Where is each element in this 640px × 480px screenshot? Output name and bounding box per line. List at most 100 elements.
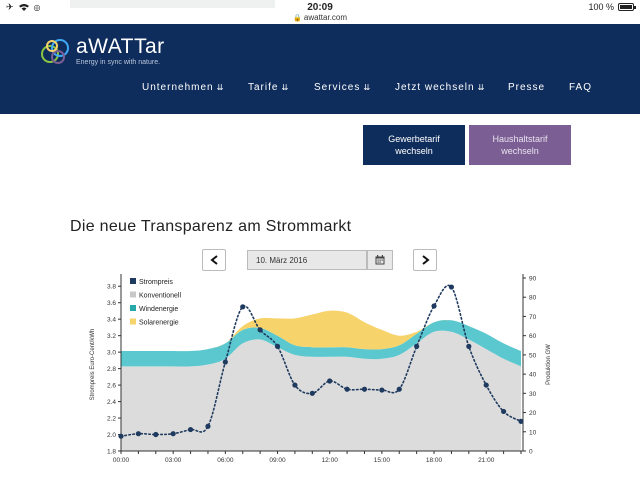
strompreis-point [327, 378, 333, 384]
strompreis-point [501, 408, 507, 415]
status-left: ✈ ◎ [6, 2, 41, 13]
nav-item-tarife[interactable]: Tarife ⇊ [248, 82, 290, 93]
y2-tick-label: 50 [529, 352, 537, 359]
y2-tick-label: 60 [529, 333, 537, 340]
next-day-button[interactable] [413, 249, 437, 271]
y-tick-label: 3.6 [107, 300, 116, 307]
y-tick-label: 2.0 [107, 432, 116, 439]
x-tick-label: 21:00 [478, 457, 495, 464]
lock-icon: 🔒 [292, 15, 302, 22]
strompreis-point [153, 431, 159, 438]
strompreis-point [274, 343, 281, 349]
y2-tick-label: 70 [529, 314, 537, 321]
nav-item-faq[interactable]: FAQ [569, 82, 593, 93]
nav-item-jetzt-wechseln[interactable]: Jetzt wechseln ⇊ [395, 82, 486, 93]
strompreis-point [118, 433, 124, 439]
battery-icon [618, 3, 636, 11]
brand-tagline: Energy in sync with nature. [76, 59, 161, 66]
strompreis-point [518, 418, 524, 424]
legend-swatch [130, 278, 136, 284]
double-chevron-down-icon: ⇊ [477, 83, 486, 92]
y2-axis-title: Produktion GW [546, 344, 552, 385]
strompreis-point [361, 386, 368, 392]
y-tick-label: 3.8 [107, 284, 116, 291]
y-tick-label: 3.4 [107, 317, 116, 324]
y2-tick-label: 10 [529, 429, 537, 436]
faint-banner [70, 0, 275, 8]
logo[interactable]: aWATTar Energy in sync with nature. [40, 36, 165, 66]
y2-tick-label: 30 [529, 391, 537, 398]
x-tick-label: 18:00 [426, 457, 443, 464]
calendar-button[interactable] [367, 250, 393, 270]
strompreis-point [466, 343, 472, 349]
windenergie-area [121, 319, 521, 367]
battery-percent: 100 % [588, 2, 614, 12]
legend-swatch [130, 291, 136, 298]
y2-tick-label: 0 [529, 449, 533, 456]
y-tick-label: 2.4 [107, 399, 116, 406]
konventionell-area [121, 330, 521, 451]
haushaltstarif-button[interactable]: Haushaltstarif wechseln [469, 125, 571, 165]
status-right: 100 % [588, 2, 636, 12]
airplane-icon: ✈ [6, 2, 14, 12]
x-tick-label: 09:00 [269, 457, 286, 464]
y2-tick-label: 80 [529, 295, 537, 302]
nav-item-unternehmen[interactable]: Unternehmen ⇊ [142, 82, 225, 93]
strompreis-point [292, 382, 298, 388]
status-bar: ✈ ◎ 20:09 🔒 awattar.com 100 % [0, 0, 640, 24]
x-tick-label: 15:00 [374, 457, 391, 464]
y-tick-label: 2.6 [107, 383, 116, 390]
x-tick-label: 00:00 [113, 457, 130, 464]
nav-item-presse[interactable]: Presse [508, 82, 546, 93]
main-nav: Unternehmen ⇊ Tarife ⇊ Services ⇊ Jetzt wec… [0, 82, 640, 98]
y2-tick-label: 40 [529, 372, 537, 379]
energy-price-chart: 1.8 2.0 2.2 2.4 2.6 2.8 3.0 3.2 3.4 3.6 3.8 0 10 20 30… [90, 274, 552, 464]
strompreis-point [414, 343, 420, 349]
y-tick-label: 1.8 [107, 449, 116, 456]
x-tick-label: 06:00 [217, 457, 234, 464]
strompreis-point [135, 431, 141, 437]
legend-label: Windenergie [139, 306, 178, 313]
date-input[interactable]: 10. März 2016 [247, 250, 367, 270]
legend-swatch [130, 305, 136, 311]
double-chevron-down-icon: ⇊ [363, 83, 372, 92]
brand-name: aWATTar [76, 35, 165, 58]
strompreis-point [448, 284, 455, 290]
legend-label: Konventionell [139, 293, 181, 300]
prev-day-button[interactable] [202, 249, 226, 271]
address-bar[interactable]: 🔒 awattar.com [0, 13, 640, 22]
chevron-left-icon [209, 255, 218, 265]
double-chevron-down-icon: ⇊ [281, 83, 290, 92]
gewerbetarif-button[interactable]: Gewerbetarif wechseln [363, 125, 465, 165]
y2-tick-label: 90 [529, 276, 537, 283]
y-tick-label: 3.0 [107, 350, 116, 357]
status-time: 20:09 [307, 2, 333, 13]
logo-rings-icon [41, 39, 69, 64]
strompreis-point [205, 423, 211, 429]
x-tick-label: 03:00 [165, 457, 182, 464]
double-chevron-down-icon: ⇊ [216, 83, 225, 92]
url-text[interactable]: awattar.com [303, 13, 348, 22]
x-tick-label: 12:00 [322, 457, 339, 464]
y-axis-title: Strompreis Euro-Cent/kWh [90, 329, 96, 401]
strompreis-point [483, 382, 489, 388]
site-header: aWATTar Energy in sync with nature. Unte… [0, 24, 640, 114]
strompreis-point [379, 387, 385, 393]
legend-swatch [130, 318, 136, 325]
strompreis-point [187, 426, 194, 433]
y-tick-label: 2.8 [107, 366, 116, 373]
wifi-icon [18, 3, 29, 13]
strompreis-point [431, 303, 437, 309]
strompreis-point [344, 386, 350, 392]
strompreis-point [170, 431, 176, 437]
solarenergie-area [121, 310, 521, 352]
chevron-right-icon [421, 255, 430, 265]
nav-item-services[interactable]: Services ⇊ [314, 82, 372, 93]
strompreis-point [257, 327, 263, 333]
strompreis-point [396, 386, 402, 392]
legend-label: Strompreis [139, 279, 173, 286]
page-title: Die neue Transparenz am Strommarkt [70, 218, 352, 235]
strompreis-point [309, 390, 315, 396]
legend-label: Solarenergie [139, 320, 179, 327]
calendar-icon [375, 255, 385, 265]
